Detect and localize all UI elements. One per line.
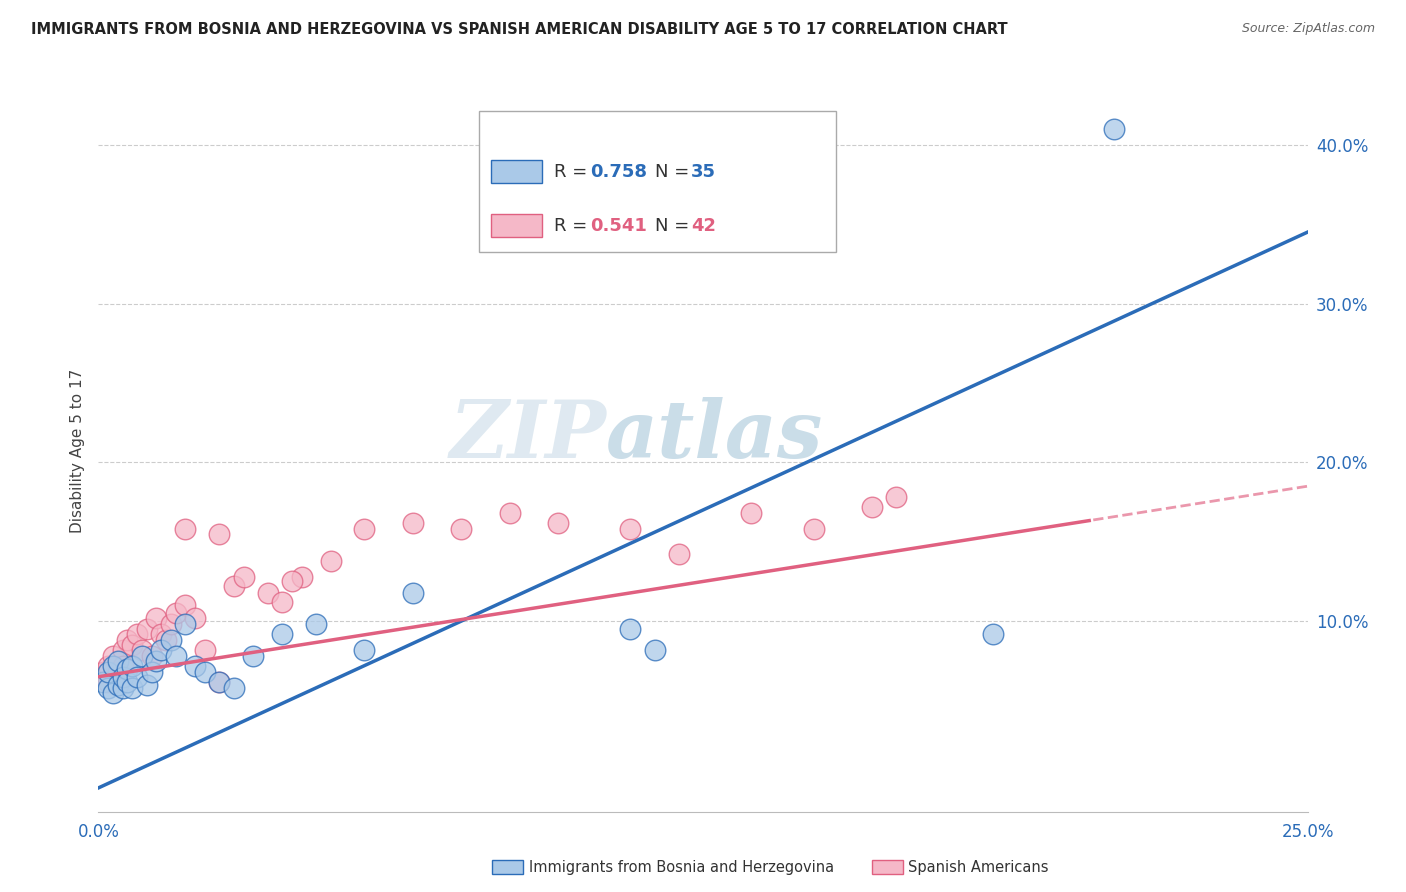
Text: Immigrants from Bosnia and Herzegovina: Immigrants from Bosnia and Herzegovina (529, 860, 834, 874)
Point (208, 674, 231, 689)
Point (353, 642, 375, 657)
Text: 35: 35 (690, 162, 716, 180)
Point (165, 649, 187, 664)
Point (97, 674, 120, 689)
Point (155, 633, 177, 648)
Point (450, 522, 472, 536)
Text: R =: R = (554, 217, 593, 235)
Point (91, 665, 114, 679)
Point (194, 665, 217, 679)
Text: IMMIGRANTS FROM BOSNIA AND HERZEGOVINA VS SPANISH AMERICAN DISABILITY AGE 5 TO 1: IMMIGRANTS FROM BOSNIA AND HERZEGOVINA V… (31, 22, 1008, 37)
Text: atlas: atlas (606, 397, 824, 475)
Point (97, 665, 120, 679)
Point (174, 522, 197, 536)
Point (242, 649, 264, 664)
Point (160, 617, 183, 632)
Point (402, 516, 425, 530)
FancyBboxPatch shape (479, 111, 837, 252)
Point (281, 574, 304, 589)
Point (141, 649, 163, 664)
Text: 0.758: 0.758 (591, 162, 648, 180)
Point (131, 642, 153, 657)
Point (101, 649, 124, 664)
Point (141, 665, 163, 679)
Point (135, 622, 157, 636)
Point (290, 570, 312, 584)
Point (174, 617, 197, 632)
Point (886, 491, 908, 505)
Point (174, 599, 197, 613)
Point (1102, 122, 1125, 136)
Point (121, 681, 143, 695)
Point (222, 579, 245, 593)
Point (319, 554, 342, 568)
Point (305, 617, 328, 632)
Text: Source: ZipAtlas.com: Source: ZipAtlas.com (1241, 22, 1375, 36)
Text: N =: N = (655, 162, 695, 180)
Point (194, 642, 217, 657)
Text: 0.541: 0.541 (591, 217, 647, 235)
Point (160, 633, 183, 648)
Point (353, 522, 375, 536)
Point (127, 670, 149, 684)
Point (184, 658, 207, 673)
FancyBboxPatch shape (492, 214, 543, 237)
Point (107, 654, 129, 668)
Point (145, 611, 167, 625)
Point (111, 681, 134, 695)
Point (668, 548, 690, 562)
Point (498, 506, 520, 520)
Point (121, 658, 143, 673)
Point (117, 674, 139, 689)
Point (619, 522, 641, 536)
Point (117, 633, 139, 648)
Point (121, 638, 143, 652)
Point (402, 585, 425, 599)
Point (107, 665, 129, 679)
Text: Spanish Americans: Spanish Americans (908, 860, 1049, 874)
Point (117, 662, 139, 676)
Point (97, 681, 120, 695)
Point (981, 627, 1004, 641)
Point (619, 622, 641, 636)
Point (101, 658, 124, 673)
Point (91, 674, 114, 689)
Point (184, 611, 207, 625)
Point (145, 654, 167, 668)
Point (127, 627, 149, 641)
Point (97, 658, 120, 673)
FancyBboxPatch shape (492, 160, 543, 183)
Text: N =: N = (655, 217, 695, 235)
Point (135, 678, 157, 692)
Point (111, 670, 134, 684)
Point (547, 516, 569, 530)
Point (111, 658, 134, 673)
Point (111, 642, 134, 657)
Point (256, 585, 278, 599)
Point (644, 642, 666, 657)
Point (150, 642, 173, 657)
Point (860, 500, 883, 514)
Point (107, 678, 129, 692)
Point (271, 627, 294, 641)
Point (208, 526, 231, 541)
Point (208, 674, 231, 689)
Point (131, 649, 153, 664)
Point (165, 606, 187, 620)
Point (150, 627, 173, 641)
Text: 42: 42 (690, 217, 716, 235)
Point (232, 570, 254, 584)
Point (740, 506, 762, 520)
Text: ZIP: ZIP (450, 397, 606, 475)
Y-axis label: Disability Age 5 to 17: Disability Age 5 to 17 (69, 368, 84, 533)
Point (222, 681, 245, 695)
Text: R =: R = (554, 162, 593, 180)
Point (101, 685, 124, 699)
Point (271, 595, 294, 609)
Point (803, 522, 825, 536)
